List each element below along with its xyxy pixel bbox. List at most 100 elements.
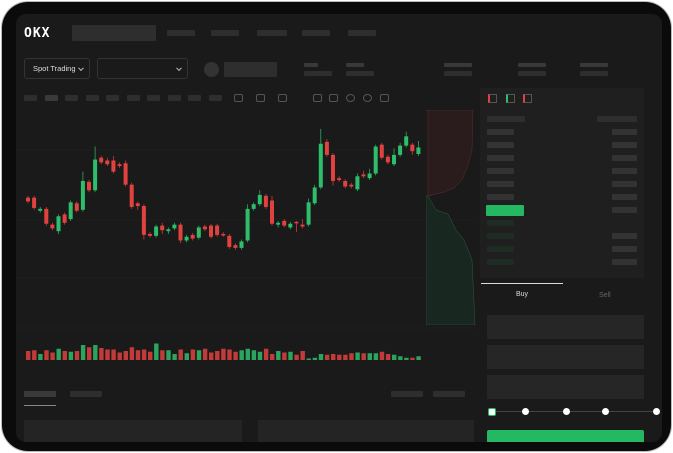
filter-button[interactable] bbox=[391, 391, 423, 397]
nav-item[interactable] bbox=[348, 30, 376, 36]
volume-bar bbox=[184, 353, 189, 360]
nav-item[interactable] bbox=[211, 30, 239, 36]
book-row-price bbox=[487, 246, 514, 252]
candle-body bbox=[148, 233, 152, 236]
tab-sell[interactable]: Sell bbox=[599, 292, 611, 299]
timeframe-button[interactable] bbox=[167, 95, 181, 101]
volume-bar bbox=[343, 354, 348, 360]
spot-trading-dropdown[interactable]: Spot Trading bbox=[24, 58, 90, 79]
book-row-amount bbox=[612, 142, 637, 148]
volume-bar bbox=[202, 348, 208, 360]
candle-body bbox=[129, 184, 134, 207]
timeframe-button[interactable] bbox=[85, 95, 99, 101]
timeframe-button[interactable] bbox=[106, 95, 119, 101]
candle-body bbox=[410, 144, 415, 152]
amount-slider[interactable] bbox=[492, 411, 657, 412]
candle-body bbox=[123, 163, 128, 185]
candle-body bbox=[343, 180, 348, 187]
volume-bar bbox=[209, 352, 214, 360]
stat-label bbox=[518, 63, 546, 67]
book-row-price bbox=[487, 168, 514, 174]
volume-bar bbox=[392, 354, 397, 360]
stat-value bbox=[346, 71, 374, 76]
volume-bar bbox=[263, 348, 269, 360]
candle-body bbox=[227, 235, 232, 247]
brush-icon[interactable] bbox=[329, 94, 338, 102]
volume-bar bbox=[44, 350, 49, 360]
volume-bar bbox=[318, 354, 324, 360]
slider-handle[interactable] bbox=[488, 408, 496, 416]
stat-value bbox=[580, 71, 608, 76]
candle-body bbox=[318, 143, 323, 188]
volume-bar bbox=[56, 348, 61, 360]
volume-bar bbox=[373, 353, 379, 360]
volume-bar bbox=[361, 353, 366, 360]
volume-bar bbox=[154, 343, 159, 360]
total-input[interactable] bbox=[487, 375, 644, 399]
volume-bar bbox=[379, 351, 385, 360]
book-header-price bbox=[487, 116, 525, 122]
nav-item[interactable] bbox=[167, 30, 195, 36]
volume-bar bbox=[270, 354, 275, 360]
candle-body bbox=[62, 214, 67, 223]
measure-icon[interactable] bbox=[346, 94, 355, 102]
slider-step-75[interactable] bbox=[602, 408, 609, 415]
book-row-price bbox=[487, 129, 514, 135]
indicator-icon[interactable] bbox=[234, 94, 243, 102]
volume-bar bbox=[178, 349, 183, 360]
nav-item[interactable] bbox=[302, 30, 330, 36]
volume-bar bbox=[385, 354, 391, 360]
candle-body bbox=[74, 203, 79, 211]
timeframe-button[interactable] bbox=[208, 95, 222, 101]
volume-bar bbox=[245, 348, 250, 360]
slider-step-25[interactable] bbox=[522, 408, 529, 415]
book-asks-icon[interactable] bbox=[523, 94, 532, 103]
pair-dropdown[interactable] bbox=[97, 58, 188, 79]
magnet-icon[interactable] bbox=[363, 94, 372, 102]
volume-bar bbox=[288, 351, 293, 360]
volume-bar bbox=[26, 351, 31, 360]
book-row-price bbox=[487, 194, 514, 200]
book-row-amount bbox=[612, 129, 637, 135]
timeframe-button[interactable] bbox=[65, 95, 78, 101]
volume-bar bbox=[215, 351, 220, 360]
candle-body bbox=[331, 154, 335, 181]
candle-body bbox=[398, 145, 403, 155]
timeframe-button[interactable] bbox=[44, 95, 58, 101]
pair-price bbox=[224, 62, 277, 77]
tab-order-history[interactable] bbox=[70, 391, 102, 397]
nav-item[interactable] bbox=[257, 30, 287, 36]
volume-bar bbox=[196, 350, 202, 360]
fullscreen-icon[interactable] bbox=[380, 94, 389, 102]
candle-body bbox=[99, 157, 104, 163]
tab-open-orders[interactable] bbox=[24, 391, 56, 397]
settings-icon[interactable] bbox=[278, 94, 287, 102]
candle-body bbox=[385, 156, 390, 163]
candle-body bbox=[404, 136, 409, 146]
book-row-amount bbox=[612, 233, 637, 239]
slider-step-50[interactable] bbox=[563, 408, 570, 415]
tab-buy[interactable]: Buy bbox=[516, 291, 529, 298]
search-bar[interactable] bbox=[72, 25, 156, 41]
line-tool-icon[interactable] bbox=[313, 94, 322, 102]
timeframe-button[interactable] bbox=[24, 95, 37, 101]
price-input[interactable] bbox=[487, 315, 644, 339]
stat-value bbox=[518, 71, 546, 76]
volume-bar bbox=[148, 351, 153, 360]
filter-button[interactable] bbox=[433, 391, 465, 397]
volume-bar bbox=[135, 350, 141, 360]
timeframe-button[interactable] bbox=[126, 95, 140, 101]
book-bids-icon[interactable] bbox=[506, 94, 515, 103]
chart-type-icon[interactable] bbox=[256, 94, 265, 102]
book-both-icon[interactable] bbox=[488, 94, 497, 103]
slider-step-100[interactable] bbox=[653, 408, 660, 415]
candle-body bbox=[117, 164, 122, 167]
timeframe-button[interactable] bbox=[188, 95, 201, 101]
candle-body bbox=[233, 245, 238, 248]
buy-submit-button[interactable] bbox=[487, 430, 644, 442]
timeframe-button[interactable] bbox=[147, 95, 160, 101]
book-row-amount bbox=[612, 194, 637, 200]
amount-input[interactable] bbox=[487, 345, 644, 369]
candlestick-chart[interactable] bbox=[16, 110, 476, 370]
